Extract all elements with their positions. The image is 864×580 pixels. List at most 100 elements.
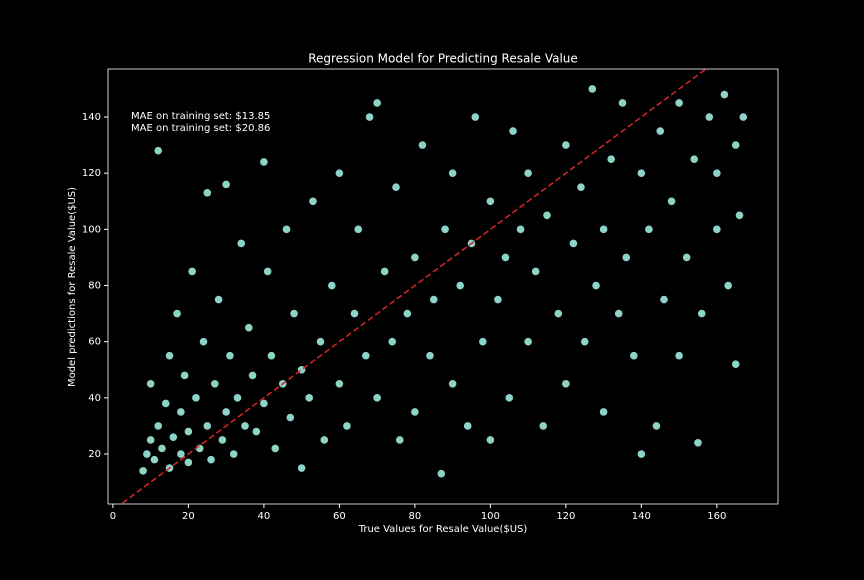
point [158, 444, 166, 453]
x-tick-label: 20 [182, 511, 195, 522]
point [184, 427, 193, 436]
plot-frame [107, 68, 779, 505]
point [146, 380, 155, 388]
point [713, 169, 721, 177]
point [580, 337, 589, 346]
point [203, 422, 212, 430]
y-tick-label: 80 [88, 281, 101, 292]
point [652, 422, 661, 430]
point [316, 337, 325, 346]
point [577, 183, 585, 192]
point [731, 141, 740, 149]
point [418, 141, 427, 149]
point [599, 225, 608, 234]
point [286, 413, 295, 422]
annotation: MAE on training set: $13.85 [131, 111, 270, 122]
point [350, 309, 359, 318]
point [267, 351, 276, 360]
point [173, 309, 181, 318]
x-tick-label: 140 [632, 511, 651, 522]
point [271, 444, 280, 453]
point [479, 337, 487, 346]
point [199, 337, 208, 346]
point [682, 253, 691, 262]
identity-line [119, 69, 708, 504]
point [154, 146, 163, 155]
point [524, 169, 532, 177]
point [146, 436, 155, 444]
point [188, 267, 196, 276]
point [667, 197, 676, 206]
point [486, 197, 495, 206]
point [263, 267, 272, 276]
point [592, 281, 600, 290]
point [622, 253, 631, 262]
point [165, 351, 174, 360]
point [214, 295, 223, 304]
point [411, 253, 419, 262]
point [305, 394, 313, 402]
point [524, 337, 532, 346]
point [177, 408, 185, 416]
point [154, 422, 163, 430]
point [244, 323, 253, 332]
point [720, 90, 729, 99]
point [380, 267, 389, 276]
point [637, 169, 646, 177]
point [184, 458, 193, 467]
point [486, 436, 495, 444]
point [543, 211, 551, 220]
y-tick-label: 120 [82, 168, 101, 179]
y-axis-label: Model predictions for Resale Value($US) [67, 187, 78, 387]
point [282, 225, 291, 234]
point [448, 380, 457, 388]
point [260, 399, 268, 408]
point [448, 169, 457, 177]
y-tick-label: 20 [88, 449, 101, 460]
point [226, 351, 234, 360]
point [660, 295, 668, 304]
point [222, 408, 230, 416]
point [724, 281, 732, 290]
point [139, 467, 147, 475]
point [241, 422, 249, 430]
point [441, 225, 449, 234]
x-tick-label: 0 [110, 511, 116, 522]
point [554, 309, 563, 318]
y-tick-label: 60 [88, 337, 101, 348]
x-tick-label: 100 [481, 511, 500, 522]
point [335, 169, 344, 177]
point [463, 422, 472, 430]
point [637, 450, 646, 458]
point [237, 239, 246, 248]
point [392, 183, 400, 192]
point [588, 85, 597, 93]
point [471, 113, 480, 121]
point [614, 309, 623, 318]
point [161, 399, 170, 408]
point [739, 113, 748, 121]
chart-title: Regression Model for Predicting Resale V… [308, 52, 578, 66]
point [150, 455, 159, 464]
point [335, 380, 344, 388]
point [180, 371, 189, 380]
point [211, 380, 219, 388]
point [203, 189, 212, 197]
point [373, 99, 381, 107]
point [354, 225, 363, 234]
point [362, 351, 370, 360]
point [569, 239, 578, 248]
point [388, 337, 397, 346]
point [218, 436, 227, 444]
point [656, 127, 665, 135]
point [290, 309, 298, 318]
point [373, 394, 381, 402]
point [694, 438, 702, 447]
point [539, 422, 548, 430]
point [690, 155, 699, 163]
point [177, 450, 185, 458]
point [562, 141, 570, 149]
point [233, 394, 242, 402]
